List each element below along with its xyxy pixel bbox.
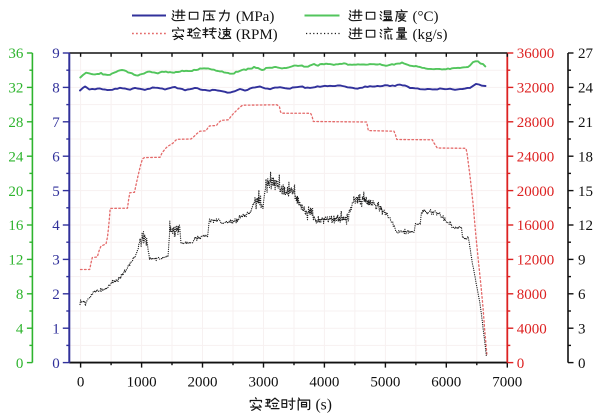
- svg-text:4000: 4000: [517, 321, 547, 337]
- svg-text:16000: 16000: [517, 218, 555, 234]
- svg-text:8: 8: [16, 287, 24, 303]
- svg-text:7: 7: [52, 115, 60, 131]
- svg-text:18: 18: [578, 149, 593, 165]
- svg-text:(RPM): (RPM): [236, 27, 278, 43]
- svg-text:20000: 20000: [517, 184, 555, 200]
- svg-text:(kg/s): (kg/s): [413, 27, 448, 43]
- svg-text:36000: 36000: [517, 46, 555, 62]
- svg-text:9: 9: [578, 253, 586, 269]
- svg-text:24: 24: [578, 81, 594, 97]
- svg-text:32000: 32000: [517, 81, 555, 97]
- svg-text:(s): (s): [316, 397, 332, 414]
- svg-text:0: 0: [517, 356, 525, 372]
- svg-text:5: 5: [52, 184, 60, 200]
- svg-text:32: 32: [8, 81, 23, 97]
- svg-text:2000: 2000: [188, 375, 218, 391]
- svg-text:4: 4: [52, 218, 60, 234]
- svg-text:1: 1: [52, 321, 60, 337]
- svg-text:16: 16: [8, 218, 24, 234]
- svg-text:3: 3: [578, 321, 586, 337]
- svg-text:0: 0: [52, 356, 60, 372]
- svg-text:9: 9: [52, 46, 60, 62]
- svg-text:4: 4: [16, 321, 24, 337]
- svg-text:36: 36: [8, 46, 24, 62]
- svg-text:8: 8: [52, 81, 60, 97]
- svg-text:0: 0: [16, 356, 24, 372]
- svg-text:28000: 28000: [517, 115, 555, 131]
- svg-text:0: 0: [77, 375, 85, 391]
- svg-text:0: 0: [578, 356, 586, 372]
- svg-text:24: 24: [8, 149, 24, 165]
- svg-text:21: 21: [578, 115, 593, 131]
- svg-text:15: 15: [578, 184, 593, 200]
- svg-text:1000: 1000: [127, 375, 157, 391]
- svg-text:(°C): (°C): [413, 9, 439, 25]
- svg-text:12: 12: [578, 218, 593, 234]
- svg-text:5000: 5000: [370, 375, 400, 391]
- svg-text:12: 12: [8, 253, 23, 269]
- svg-text:12000: 12000: [517, 253, 555, 269]
- svg-text:4000: 4000: [309, 375, 339, 391]
- svg-text:20: 20: [8, 184, 23, 200]
- svg-text:(MPa): (MPa): [236, 9, 274, 25]
- svg-text:2: 2: [52, 287, 60, 303]
- svg-text:28: 28: [8, 115, 23, 131]
- svg-text:7000: 7000: [492, 375, 522, 391]
- svg-text:6: 6: [52, 149, 60, 165]
- svg-text:24000: 24000: [517, 149, 555, 165]
- svg-text:6: 6: [578, 287, 586, 303]
- svg-text:27: 27: [578, 46, 594, 62]
- svg-text:3000: 3000: [249, 375, 279, 391]
- svg-text:8000: 8000: [517, 287, 547, 303]
- svg-text:6000: 6000: [431, 375, 461, 391]
- svg-text:3: 3: [52, 253, 60, 269]
